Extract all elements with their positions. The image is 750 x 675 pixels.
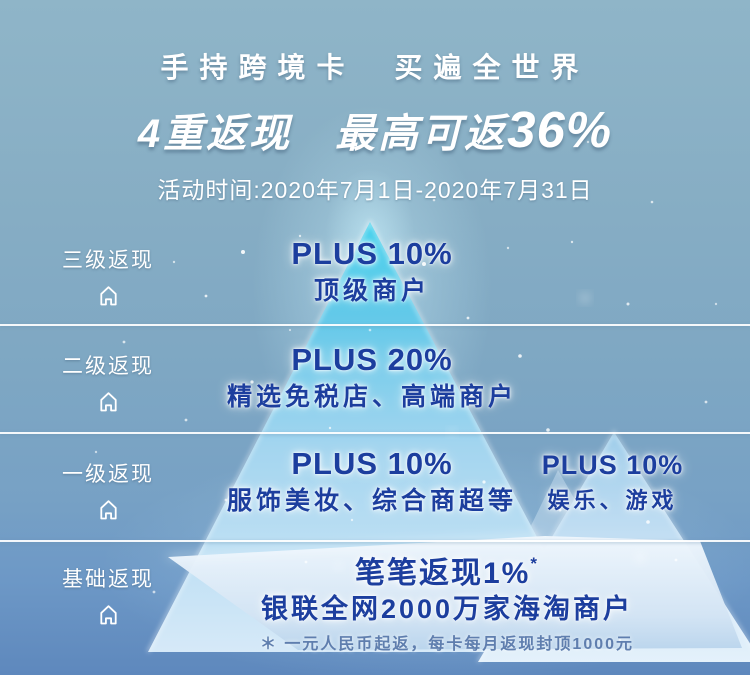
tier-divider-2 — [0, 432, 750, 434]
tier-3-rate: PLUS 10% — [291, 236, 453, 271]
campaign-period: 活动时间:2020年7月1日-2020年7月31日 — [157, 177, 593, 203]
tier-1-rate: PLUS 10% — [291, 446, 453, 481]
tier-2-desc: 精选免税店、高端商户 — [226, 383, 517, 411]
base-tier-rate: 笔笔返现1%* — [227, 547, 667, 591]
tier-divider-1 — [0, 324, 750, 326]
tier-1-side-content: PLUS 10% 娱乐、游戏 — [505, 450, 720, 516]
tier-label-text: 二级返现 — [62, 355, 154, 378]
home-icon — [99, 500, 117, 520]
tier-label-text: 三级返现 — [62, 249, 154, 272]
fog-band — [168, 536, 742, 650]
header: 手持跨境卡 买遍全世界 4重返现 最高可返36% 活动时间:2020年7月1日-… — [0, 0, 750, 205]
asterisk-mark: * — [530, 554, 539, 573]
tier-3-content: PLUS 10% 顶级商户 — [152, 236, 592, 306]
tier-label-text: 一级返现 — [62, 463, 154, 486]
home-icon — [99, 605, 117, 625]
home-icon — [99, 392, 117, 412]
tier-label-1: 一级返现 — [38, 458, 178, 527]
headline-text: 4重返现 最高可返 — [137, 112, 508, 156]
tier-2-rate: PLUS 20% — [291, 342, 453, 377]
tier-label-base: 基础返现 — [38, 563, 178, 632]
tier-label-text: 基础返现 — [62, 568, 154, 591]
tier-label-2: 二级返现 — [38, 350, 178, 419]
tier-1-side-desc: 娱乐、游戏 — [547, 488, 678, 513]
footnote: ＊ 一元人民币起返，每卡每月返现封顶1000元 — [259, 636, 635, 653]
tier-1-content: PLUS 10% 服饰美妆、综合商超等 — [152, 446, 592, 516]
sparkles — [94, 140, 718, 642]
base-tier-content: 笔笔返现1%* 银联全网2000万家海淘商户 ＊ 一元人民币起返，每卡每月返现封… — [227, 547, 667, 654]
main-mountain-edge — [146, 219, 600, 653]
tier-2-content: PLUS 20% 精选免税店、高端商户 — [152, 342, 592, 412]
fog-top-edge — [167, 534, 546, 559]
tier-1-desc: 服饰美妆、综合商超等 — [226, 487, 517, 515]
tier-label-3: 三级返现 — [38, 244, 178, 313]
headline-percent: 36% — [507, 101, 613, 158]
base-rate-text: 笔笔返现1% — [355, 557, 531, 590]
tier-1-side-rate: PLUS 10% — [541, 450, 684, 480]
tagline: 手持跨境卡 买遍全世界 — [160, 52, 590, 83]
base-tier-desc: 银联全网2000万家海淘商户 — [260, 594, 634, 624]
tier-3-desc: 顶级商户 — [313, 277, 430, 305]
tier-divider-3 — [0, 540, 750, 542]
home-icon — [99, 286, 117, 306]
headline: 4重返现 最高可返36% — [0, 100, 750, 159]
